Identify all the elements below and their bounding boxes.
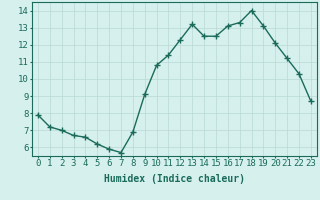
X-axis label: Humidex (Indice chaleur): Humidex (Indice chaleur): [104, 174, 245, 184]
